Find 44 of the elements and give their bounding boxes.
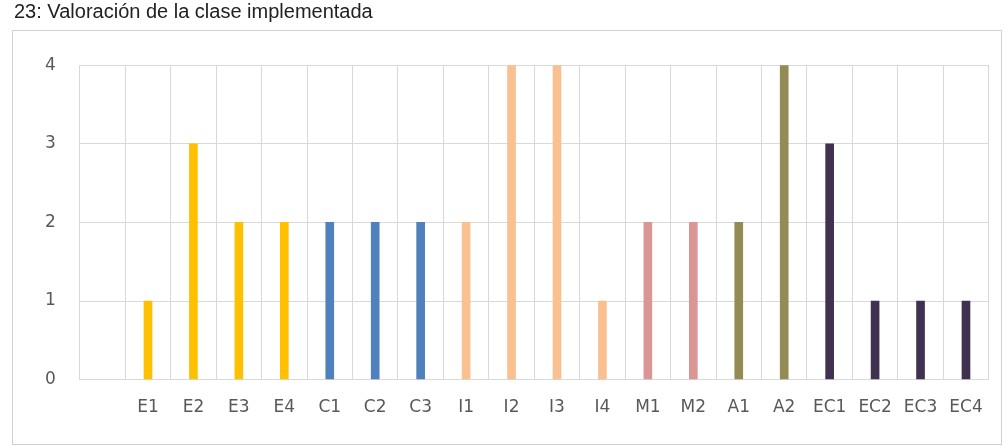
x-tick-label: I2 — [503, 396, 520, 417]
x-tick-label: C3 — [409, 396, 432, 417]
y-tick-label: 1 — [44, 289, 56, 310]
bar — [825, 143, 834, 380]
x-tick-label: M2 — [680, 396, 707, 417]
x-tick-label: I3 — [549, 396, 565, 417]
bar — [461, 222, 471, 380]
x-tick-label: EC4 — [949, 396, 983, 417]
x-tick-label: E4 — [273, 396, 296, 417]
y-tick-label: 0 — [44, 368, 56, 389]
x-tick-label: E3 — [228, 396, 250, 417]
bar — [279, 222, 289, 380]
bar — [688, 222, 698, 380]
x-tick-label: EC2 — [858, 396, 892, 417]
bar — [370, 222, 380, 380]
x-tick-label: C2 — [363, 396, 387, 417]
bar — [234, 222, 244, 380]
y-tick-label: 3 — [44, 132, 56, 153]
chart-title: 23: Valoración de la clase implementada — [14, 0, 373, 23]
bar — [143, 300, 153, 380]
bar — [325, 222, 335, 380]
x-tick-label: A2 — [772, 396, 796, 417]
x-tick-label: A1 — [727, 396, 750, 417]
x-tick-label: EC1 — [812, 396, 847, 417]
y-tick-label: 4 — [44, 53, 56, 74]
bar — [416, 222, 425, 380]
bar — [916, 300, 925, 380]
bar — [643, 222, 653, 380]
x-tick-label: I1 — [458, 396, 475, 417]
bar — [552, 65, 562, 380]
y-tick-label: 2 — [44, 210, 56, 231]
bar — [870, 300, 880, 380]
bar — [507, 65, 516, 380]
x-tick-label: I4 — [594, 396, 611, 417]
x-tick-label: E1 — [137, 396, 159, 417]
bar — [779, 65, 789, 380]
bar — [961, 300, 971, 380]
x-tick-label: M1 — [635, 396, 661, 417]
bar — [598, 300, 607, 380]
x-tick-label: EC3 — [903, 396, 938, 417]
bar — [189, 143, 198, 380]
x-tick-label: C1 — [318, 396, 342, 417]
bar — [734, 222, 744, 380]
x-tick-label: E2 — [182, 396, 205, 417]
